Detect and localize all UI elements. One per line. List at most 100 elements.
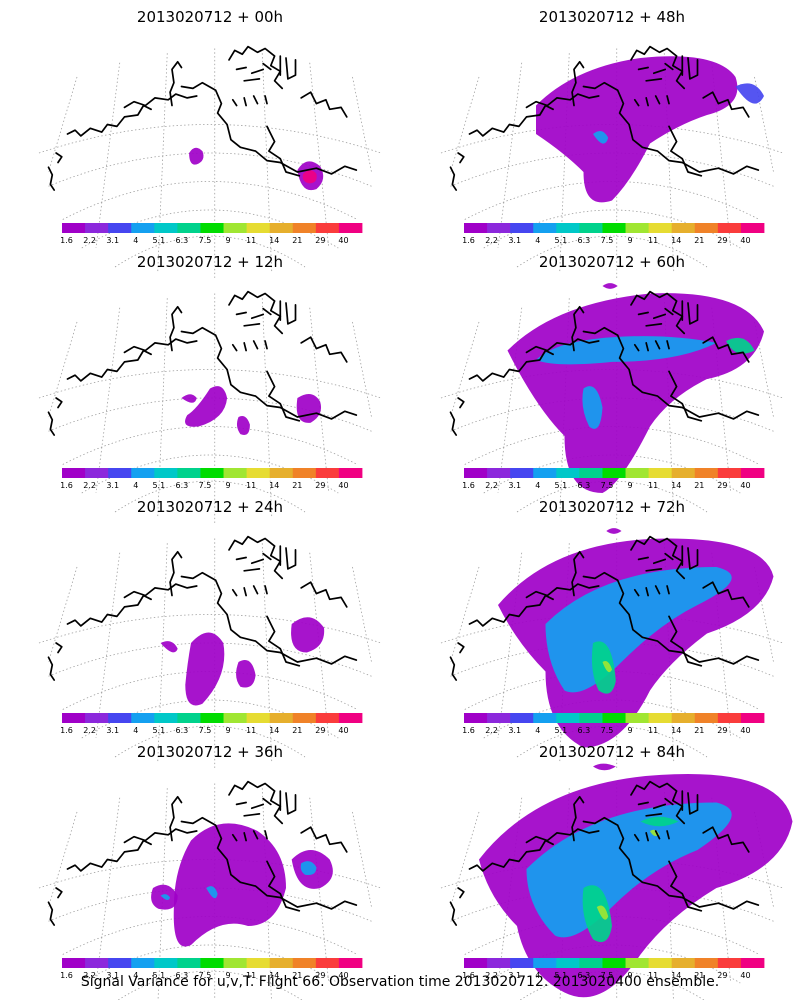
- colorbar-swatch: [717, 958, 742, 968]
- map-panel: 2013020712 + 72h 1.6 2.2 3.1 4 5.1 6.3 7.5 9 11 14…: [440, 498, 784, 771]
- colorbar-tick-label: 3.1: [508, 481, 521, 490]
- colorbar-tick-label: 9: [226, 236, 231, 245]
- colorbar-tick-label: 7.5: [199, 236, 212, 245]
- colorbar-tick-label: 3.1: [508, 726, 521, 735]
- colorbar-tick-label: 5.1: [554, 726, 567, 735]
- colorbar-tick-label: 40: [338, 726, 348, 735]
- map-panel: 2013020712 + 12h 1.6 2.2 3.1 4 5.1 6.3 7.5 9 11 14…: [38, 253, 382, 524]
- colorbar-swatch: [579, 468, 603, 478]
- colorbar-tick-label: 11: [648, 971, 658, 980]
- colorbar-swatch: [62, 713, 86, 723]
- colorbar-swatch: [85, 958, 109, 968]
- panel-title: 2013020712 + 84h: [539, 743, 685, 761]
- colorbar-swatch: [602, 468, 626, 478]
- colorbar-swatch: [223, 223, 248, 233]
- colorbar-swatch: [671, 223, 696, 233]
- colorbar-swatch: [108, 223, 132, 233]
- colorbar-tick-label: 21: [292, 236, 302, 245]
- colorbar-swatch: [315, 958, 340, 968]
- colorbar-tick-label: 7.5: [601, 971, 614, 980]
- colorbar-swatch: [717, 468, 742, 478]
- variance-contour: [526, 802, 732, 938]
- colorbar-swatch: [533, 713, 557, 723]
- colorbar-swatch: [487, 223, 511, 233]
- colorbar-swatch: [694, 223, 719, 233]
- colorbar-tick-label: 6.3: [176, 236, 189, 245]
- colorbar-tick-label: 4: [133, 971, 138, 980]
- panel-title: 2013020712 + 24h: [137, 498, 283, 516]
- colorbar-swatch: [154, 468, 178, 478]
- colorbar-swatch: [648, 713, 673, 723]
- colorbar-swatch: [694, 958, 719, 968]
- variance-contour: [236, 416, 250, 435]
- colorbar-tick-label: 1.6: [60, 481, 73, 490]
- colorbar-tick-label: 14: [269, 481, 279, 490]
- colorbar: 1.6 2.2 3.1 4 5.1 6.3 7.5 9 11 14 21 29 40: [60, 713, 363, 735]
- colorbar-tick-label: 11: [246, 726, 256, 735]
- colorbar-swatch: [131, 958, 155, 968]
- map-area: [38, 780, 382, 1000]
- colorbar: 1.6 2.2 3.1 4 5.1 6.3 7.5 9 11 14 21 29 40: [462, 468, 765, 490]
- map-panel: 2013020712 + 48h 1.6 2.2 3.1 4 5.1 6.3 7.5 9 11 14…: [440, 8, 784, 289]
- variance-contour: [591, 641, 616, 694]
- map-area: [440, 535, 784, 771]
- colorbar-swatch: [315, 468, 340, 478]
- colorbar-swatch: [108, 713, 132, 723]
- colorbar-swatch: [315, 713, 340, 723]
- colorbar-tick-label: 40: [740, 971, 750, 980]
- colorbar-swatch: [694, 713, 719, 723]
- map-area: [440, 774, 793, 1000]
- colorbar-swatch: [131, 713, 155, 723]
- colorbar-swatch: [487, 468, 511, 478]
- colorbar-swatch: [177, 713, 201, 723]
- variance-contour: [206, 886, 218, 899]
- colorbar-swatch: [200, 713, 224, 723]
- colorbar-tick-label: 3.1: [106, 481, 119, 490]
- colorbar-tick-label: 3.1: [106, 971, 119, 980]
- colorbar-swatch: [648, 468, 673, 478]
- colorbar-tick-label: 29: [315, 236, 325, 245]
- colorbar-tick-label: 2.2: [485, 726, 498, 735]
- variance-contour: [596, 905, 609, 920]
- panel-title: 2013020712 + 36h: [137, 743, 283, 761]
- variance-contour: [300, 861, 317, 876]
- colorbar-tick-label: 11: [246, 481, 256, 490]
- colorbar-swatch: [510, 958, 534, 968]
- variance-contour: [185, 632, 225, 706]
- colorbar-tick-label: 6.3: [578, 481, 591, 490]
- colorbar-tick-label: 40: [740, 481, 750, 490]
- colorbar-swatch: [62, 223, 86, 233]
- colorbar-tick-label: 6.3: [578, 971, 591, 980]
- colorbar-swatch: [85, 223, 109, 233]
- colorbar-tick-label: 4: [133, 236, 138, 245]
- colorbar-tick-label: 6.3: [176, 971, 189, 980]
- colorbar-swatch: [464, 223, 488, 233]
- variance-contour: [160, 641, 178, 653]
- variance-contour: [593, 130, 609, 144]
- colorbar-tick-label: 21: [694, 481, 704, 490]
- colorbar-tick-label: 4: [535, 481, 540, 490]
- colorbar-swatch: [602, 958, 626, 968]
- colorbar-tick-label: 1.6: [60, 236, 73, 245]
- colorbar: 1.6 2.2 3.1 4 5.1 6.3 7.5 9 11 14 21 29 40: [462, 958, 765, 980]
- map-panel: 2013020712 + 00h 1.6 2.2 3.1 4 5.1 6.3 7.5 9 11 14…: [38, 8, 382, 279]
- colorbar-swatch: [671, 713, 696, 723]
- colorbar-swatch: [246, 223, 271, 233]
- colorbar-tick-label: 29: [717, 236, 727, 245]
- map-area: [38, 45, 382, 279]
- colorbar-swatch: [717, 223, 742, 233]
- colorbar-swatch: [269, 713, 294, 723]
- colorbar-tick-label: 1.6: [462, 726, 475, 735]
- colorbar-tick-label: 4: [133, 481, 138, 490]
- colorbar-swatch: [556, 223, 580, 233]
- panel-title: 2013020712 + 12h: [137, 253, 283, 271]
- variance-contour: [185, 386, 228, 427]
- colorbar-tick-label: 1.6: [462, 481, 475, 490]
- colorbar-swatch: [85, 713, 109, 723]
- colorbar-tick-label: 1.6: [462, 971, 475, 980]
- colorbar-tick-label: 7.5: [199, 971, 212, 980]
- colorbar-swatch: [533, 223, 557, 233]
- map-panel: 2013020712 + 84h 1.6 2.2 3.1 4 5.1 6.3 7.5 9 11 14…: [440, 743, 793, 1000]
- colorbar-swatch: [292, 713, 317, 723]
- panel-title: 2013020712 + 60h: [539, 253, 685, 271]
